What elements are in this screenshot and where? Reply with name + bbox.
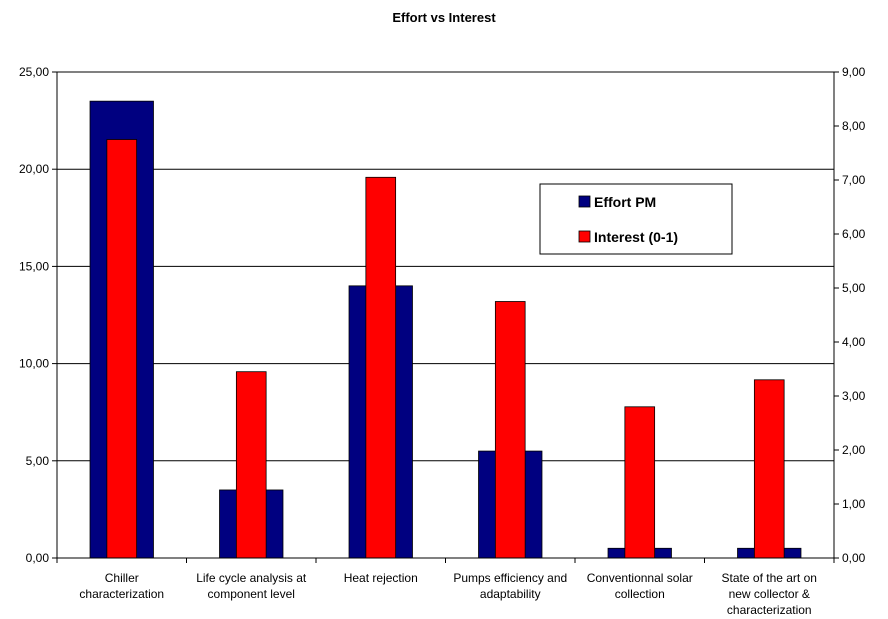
category-label-line: Pumps efficiency and: [453, 571, 567, 585]
plot-area-border: [56, 71, 835, 559]
left-tick-label: 25,00: [19, 65, 49, 79]
right-tick-label: 7,00: [842, 173, 866, 187]
category-label-line: Chiller: [105, 571, 139, 585]
right-tick-label: 8,00: [842, 119, 866, 133]
category-label: Chiller characterization: [79, 571, 164, 601]
axes: [56, 71, 835, 563]
category-label: Life cycle analysis at component level: [196, 571, 307, 601]
category-label-line: new collector &: [729, 587, 810, 601]
legend-swatch: [578, 230, 591, 243]
left-tick-label: 0,00: [26, 551, 50, 565]
left-tick-label: 15,00: [19, 259, 49, 273]
category-label-line: Life cycle analysis at: [196, 571, 307, 585]
bar-interest: [624, 406, 656, 559]
category-label-line: characterization: [79, 587, 164, 601]
right-axis-ticks: 0,00 1,00 2,00 3,00 4,00 5,00 6,00 7,00 8,00 9,00: [834, 65, 866, 565]
legend-label: Effort PM: [594, 194, 656, 210]
category-label-line: collection: [615, 587, 665, 601]
right-tick-label: 0,00: [842, 551, 866, 565]
chart-title: Effort vs Interest: [392, 10, 496, 25]
category-label: Heat rejection: [344, 571, 418, 585]
category-label: Conventionnal solar collection: [587, 571, 693, 601]
left-tick-label: 10,00: [19, 357, 49, 371]
right-tick-label: 6,00: [842, 227, 866, 241]
right-tick-label: 5,00: [842, 281, 866, 295]
left-axis-ticks: 0,00 5,00 10,00 15,00 20,00 25,00: [19, 65, 57, 565]
category-label-line: adaptability: [480, 587, 541, 601]
bar-interest: [753, 379, 785, 559]
legend-box: [539, 183, 733, 255]
bar-interest: [494, 301, 526, 559]
right-tick-label: 1,00: [842, 497, 866, 511]
gridlines: [57, 71, 834, 462]
right-tick-label: 3,00: [842, 389, 866, 403]
category-label-line: Heat rejection: [344, 571, 418, 585]
legend: Effort PM Interest (0-1): [539, 183, 733, 255]
bar-interest: [106, 139, 138, 559]
legend-swatch: [578, 195, 591, 208]
left-tick-label: 20,00: [19, 162, 49, 176]
right-tick-label: 2,00: [842, 443, 866, 457]
category-label: State of the art on new collector & charac…: [722, 571, 817, 617]
right-tick-label: 9,00: [842, 65, 866, 79]
category-labels: Chiller characterization Life cycle analys…: [79, 571, 817, 617]
bar-interest: [235, 371, 267, 559]
category-label-line: characterization: [727, 603, 812, 617]
category-label-line: Conventionnal solar: [587, 571, 693, 585]
left-tick-label: 5,00: [26, 454, 50, 468]
bar-interest: [365, 176, 397, 559]
bars: [89, 100, 802, 559]
category-label-line: component level: [208, 587, 295, 601]
category-label-line: State of the art on: [722, 571, 817, 585]
category-label: Pumps efficiency and adaptability: [453, 571, 567, 601]
right-tick-label: 4,00: [842, 335, 866, 349]
legend-label: Interest (0-1): [594, 229, 678, 245]
